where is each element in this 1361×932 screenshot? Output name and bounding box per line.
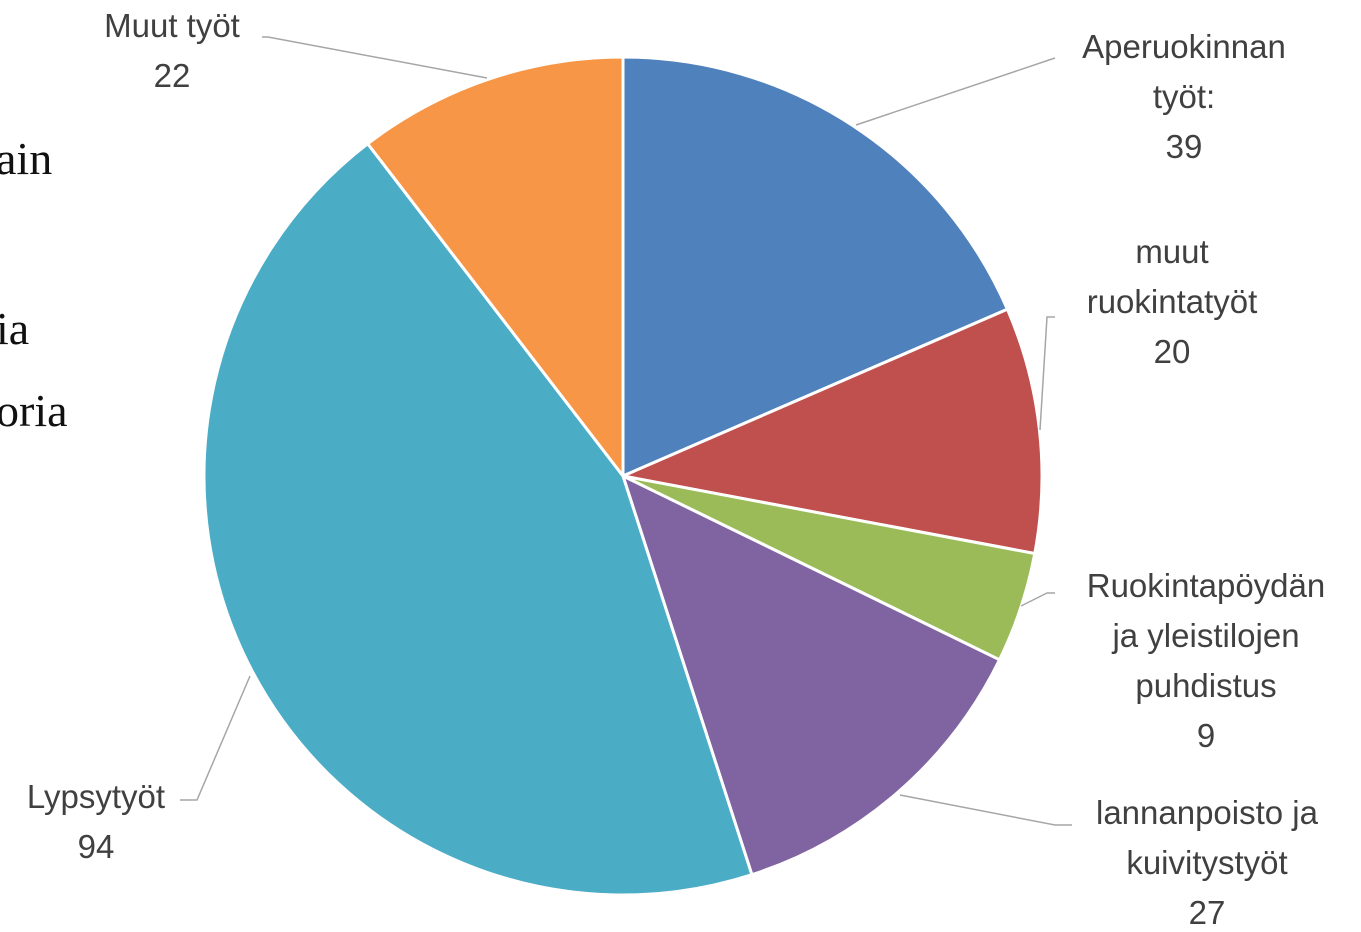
background-text-fragment-3: oria <box>0 385 68 436</box>
slice-category-label: kuivitystyöt <box>1126 844 1287 881</box>
pie-slice-4 <box>620 473 1002 877</box>
slice-category-label: Ruokintapöydän <box>1087 567 1326 604</box>
pie-slice-5 <box>202 141 754 897</box>
slice-label-5: Lypsytyöt 94 <box>27 778 165 865</box>
slice-value-label: 94 <box>78 828 115 865</box>
leader-line-5 <box>180 675 251 801</box>
slice-label-4: lannanpoisto ja kuivitystyöt 27 <box>1096 794 1319 931</box>
slice-category-label: ja yleistilojen <box>1111 617 1299 654</box>
slice-label-3: Ruokintapöydän ja yleistilojen puhdistus 9 <box>1087 567 1326 754</box>
pie-slice-6 <box>365 55 625 481</box>
slice-value-label: 9 <box>1197 717 1215 754</box>
slice-value-label: 27 <box>1189 894 1226 931</box>
slice-value-label: 39 <box>1166 128 1203 165</box>
pie-slices <box>202 55 1044 897</box>
slice-category-label: puhdistus <box>1135 667 1276 704</box>
slice-category-label: ruokintatyöt <box>1087 283 1258 320</box>
slice-label-6: Muut työt 22 <box>104 7 240 94</box>
leader-line-3 <box>1020 592 1055 607</box>
leader-line-4 <box>899 794 1072 826</box>
background-text-fragment-2: ia <box>0 303 30 354</box>
slice-value-label: 22 <box>154 57 191 94</box>
slice-label-1: Aperuokinnan työt: 39 <box>1082 28 1286 165</box>
pie-slice-1 <box>621 55 1010 479</box>
slice-value-label: 20 <box>1154 333 1191 370</box>
leader-line-6 <box>262 36 488 79</box>
slice-category-label: Aperuokinnan <box>1082 28 1286 65</box>
leader-line-1 <box>855 57 1056 126</box>
slice-labels: Aperuokinnan työt: 39 muut ruokintatyöt 20 Ruo… <box>27 7 1325 931</box>
slice-category-label: Muut työt <box>104 7 240 44</box>
slice-category-label: lannanpoisto ja <box>1096 794 1319 831</box>
leader-line-2 <box>1039 316 1055 431</box>
slice-category-label: Lypsytyöt <box>27 778 165 815</box>
leader-lines <box>180 36 1072 826</box>
slice-category-label: työt: <box>1153 78 1215 115</box>
slice-category-label: muut <box>1135 233 1208 270</box>
background-text-fragment-1: ain <box>0 133 53 184</box>
slice-label-2: muut ruokintatyöt 20 <box>1087 233 1258 370</box>
